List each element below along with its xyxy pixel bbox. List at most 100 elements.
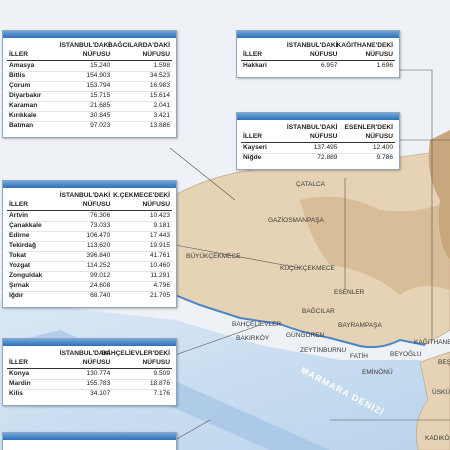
- population: 18.876: [149, 380, 170, 387]
- row-rule: [241, 153, 395, 154]
- table-header-bar: [3, 181, 176, 188]
- population: 396.840: [86, 252, 111, 259]
- row-rule: [7, 121, 172, 122]
- district-label: ÇATALCA: [296, 181, 326, 188]
- population: 11.291: [150, 272, 170, 279]
- population: 15.240: [90, 62, 111, 69]
- population: 24.608: [90, 282, 111, 289]
- population: 1.696: [376, 62, 393, 69]
- table: İLLER İSTANBUL'DAKİ NÜFUSU K.ÇEKMECE'DEKİ NÜ…: [2, 180, 177, 308]
- column-header: NÜFUSU: [309, 51, 338, 58]
- district-label: KADIKÖ: [425, 434, 450, 442]
- column-header: İSTANBUL'DAKİ: [59, 192, 111, 199]
- row-rule: [7, 231, 172, 232]
- row-rule: [7, 91, 172, 92]
- header-rule: [7, 210, 172, 211]
- row-rule: [7, 389, 172, 390]
- province: Çanakkale: [9, 222, 42, 229]
- header-rule: [7, 60, 172, 61]
- row-rule: [7, 379, 172, 380]
- district-label: ZEYTİNBURNU: [300, 345, 347, 354]
- population: 15.614: [149, 92, 170, 99]
- district-label: FATİH: [350, 351, 368, 360]
- population: 113.620: [86, 242, 111, 249]
- column-header: BAĞCILARDA'DAKİ: [107, 42, 170, 49]
- table-header-bar: [3, 339, 176, 346]
- header-rule: [241, 142, 395, 143]
- population: 21.705: [149, 292, 170, 299]
- province: Zonguldak: [9, 272, 43, 279]
- population: 10.460: [149, 262, 170, 269]
- province: Bitlis: [9, 72, 26, 79]
- population: 16.983: [149, 82, 170, 89]
- table: İLLER İSTANBUL'DAKİ NÜFUSU KAĞITHANE'DEKİ NÜ…: [236, 30, 400, 78]
- row-rule: [7, 261, 172, 262]
- column-header: KAĞITHANE'DEKİ: [336, 42, 393, 49]
- province: Tekirdağ: [9, 242, 36, 249]
- population: 72.889: [317, 154, 338, 161]
- population: 3.421: [153, 112, 170, 119]
- population: 34.107: [90, 390, 111, 397]
- population: 34.523: [149, 72, 170, 79]
- population: 1.598: [153, 62, 170, 69]
- row-rule: [7, 251, 172, 252]
- row-rule: [7, 101, 172, 102]
- province: Edirne: [9, 232, 30, 239]
- district-label: BAYRAMPAŞA: [338, 322, 382, 329]
- district-label: KÜÇÜKÇEKMECE: [280, 264, 336, 272]
- column-header: İSTANBUL'DAKİ: [286, 42, 338, 49]
- row-rule: [7, 111, 172, 112]
- column-header: NÜFUSU: [82, 51, 111, 58]
- population: 21.685: [90, 102, 111, 109]
- column-header: NÜFUSU: [142, 51, 170, 58]
- column-header: İLLER: [9, 201, 29, 208]
- column-header: İLLER: [243, 51, 263, 58]
- column-header: İSTANBUL'DAKİ: [59, 42, 111, 49]
- row-rule: [7, 71, 172, 72]
- population: 106.470: [86, 232, 111, 239]
- population: 15.715: [90, 92, 111, 99]
- population: 10.423: [149, 212, 170, 219]
- province: Niğde: [243, 154, 262, 161]
- header-rule: [7, 368, 172, 369]
- header-rule: [241, 60, 395, 61]
- row-rule: [7, 241, 172, 242]
- population: 68.740: [90, 292, 111, 299]
- province: Amasya: [9, 62, 35, 69]
- population: 19.915: [149, 242, 170, 249]
- population: 17.443: [149, 232, 170, 239]
- population: 13.886: [149, 122, 170, 129]
- province: Kilis: [9, 390, 23, 397]
- district-label: BEŞ: [438, 359, 450, 366]
- column-header: NÜFUSU: [82, 359, 111, 366]
- population: 9.181: [153, 222, 170, 229]
- district-label: BAHÇELİEVLER: [232, 319, 281, 328]
- column-header: NÜFUSU: [365, 133, 393, 140]
- population: 137.495: [313, 144, 338, 151]
- population: 114.252: [86, 262, 111, 269]
- district-label: GÜNGÖREN: [286, 331, 325, 339]
- row-rule: [7, 281, 172, 282]
- population: 12.400: [372, 144, 393, 151]
- district-label: BAKIRKÖY: [236, 334, 270, 342]
- connectors: [169, 69, 450, 441]
- row-rule: [7, 221, 172, 222]
- table-header-bar: [237, 113, 399, 120]
- population: 130.774: [86, 370, 111, 377]
- district-label: BÜYÜKÇEKMECE: [186, 252, 241, 260]
- table-header-bar: [3, 31, 176, 38]
- row-rule: [7, 81, 172, 82]
- province: Karaman: [9, 102, 38, 109]
- table-header-bar: [237, 31, 399, 38]
- population: 41.761: [149, 252, 170, 259]
- table-header-bar: [3, 433, 176, 440]
- column-header: ESENLER'DEKİ: [344, 124, 393, 131]
- province: Mardin: [9, 380, 31, 387]
- population: 153.794: [86, 82, 111, 89]
- land-asia: [416, 351, 450, 450]
- province: Iğdır: [9, 292, 24, 299]
- population: 99.012: [90, 272, 111, 279]
- district-label: KAĞITHANE: [414, 337, 450, 346]
